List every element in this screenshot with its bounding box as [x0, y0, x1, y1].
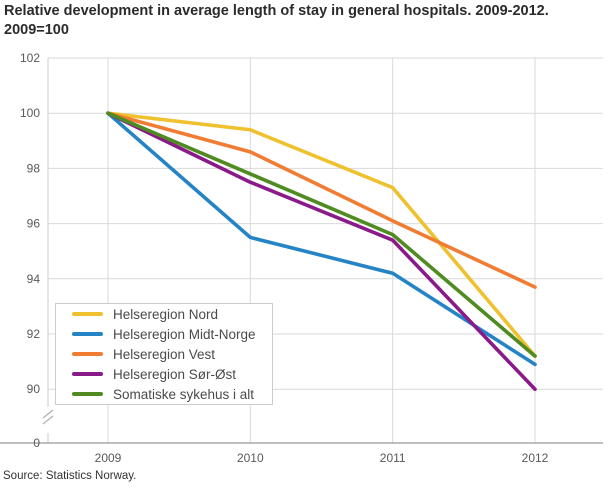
- y-zero-label: 0: [33, 436, 40, 450]
- axis-break-icon: [42, 409, 54, 419]
- legend-item: Somatiske sykehus i alt: [72, 384, 272, 404]
- legend-color-swatch: [72, 312, 103, 316]
- legend-item: Helseregion Nord: [72, 304, 272, 324]
- legend-color-swatch: [72, 352, 103, 356]
- x-tick-label: 2010: [237, 451, 264, 465]
- legend-label: Helseregion Nord: [113, 306, 219, 322]
- y-tick-label: 102: [20, 51, 40, 65]
- series-line: [106, 111, 537, 358]
- y-tick-label: 96: [27, 217, 41, 231]
- series-line: [106, 111, 537, 289]
- series-line: [106, 111, 537, 367]
- axis-break-icon: [42, 415, 54, 425]
- y-tick-label: 92: [27, 327, 41, 341]
- legend-label: Helseregion Vest: [113, 346, 216, 362]
- source-note: Source: Statistics Norway.: [3, 470, 137, 482]
- legend-item: Helseregion Sør-Øst: [72, 364, 272, 384]
- x-tick-label: 2009: [95, 451, 122, 465]
- series-line: [106, 111, 537, 358]
- legend-label: Helseregion Sør-Øst: [113, 366, 237, 382]
- series-line: [106, 111, 537, 392]
- y-tick-label: 90: [27, 382, 41, 396]
- y-tick-label: 100: [20, 106, 40, 120]
- chart-title-line1: Relative development in average length o…: [4, 3, 549, 19]
- x-tick-label: 2012: [522, 451, 549, 465]
- chart-title: Relative development in average length o…: [4, 2, 608, 40]
- legend-label: Helseregion Midt-Norge: [113, 326, 256, 342]
- y-tick-label: 98: [27, 161, 41, 175]
- x-tick-label: 2011: [380, 451, 406, 465]
- chart-title-line2: 2009=100: [4, 22, 69, 38]
- legend: Helseregion Nord Helseregion Midt-Norge He…: [55, 303, 273, 405]
- legend-item: Helseregion Vest: [72, 344, 272, 364]
- legend-item: Helseregion Midt-Norge: [72, 324, 272, 344]
- legend-label: Somatiske sykehus i alt: [113, 386, 255, 402]
- legend-color-swatch: [72, 332, 103, 336]
- legend-color-swatch: [72, 392, 103, 396]
- y-tick-label: 94: [27, 272, 41, 286]
- legend-color-swatch: [72, 372, 103, 376]
